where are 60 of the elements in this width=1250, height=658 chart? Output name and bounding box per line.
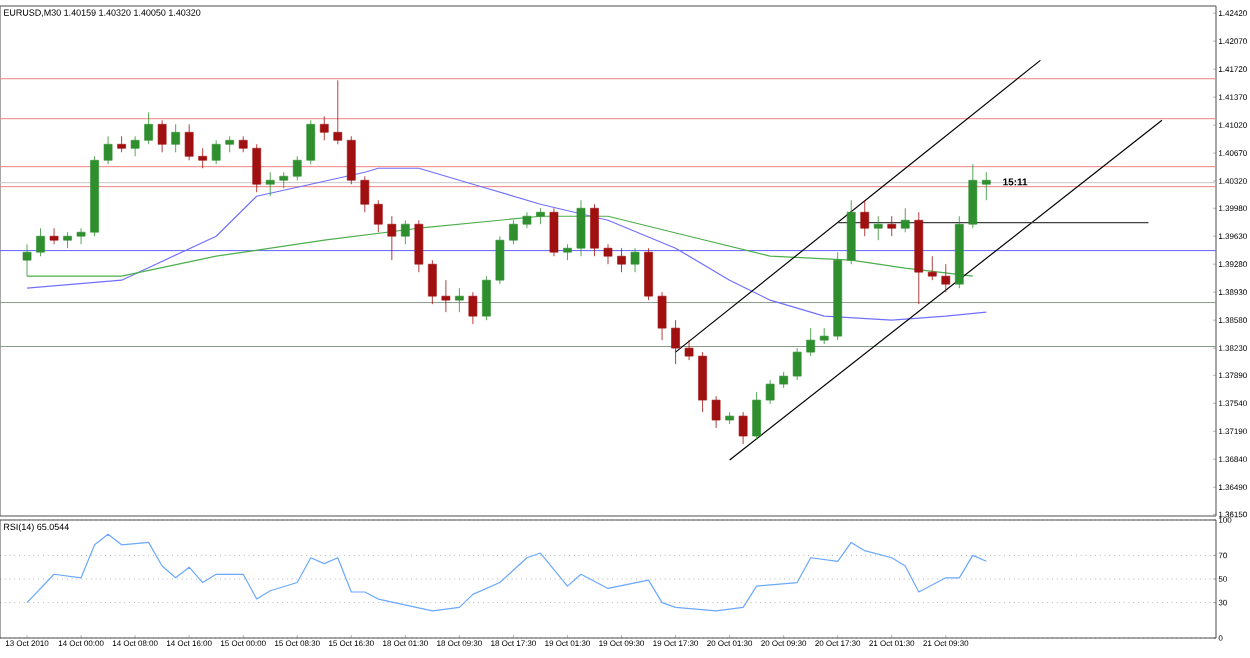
candlestick <box>887 215 897 237</box>
candlestick <box>198 147 208 169</box>
candlestick <box>252 143 262 193</box>
candlestick <box>549 207 559 257</box>
candlestick <box>792 347 802 381</box>
candlestick <box>184 123 194 161</box>
candlestick <box>657 291 667 341</box>
candlestick <box>630 247 640 273</box>
candlestick <box>617 247 626 273</box>
candlestick <box>265 171 275 197</box>
candlestick <box>400 219 410 245</box>
candlestick <box>49 227 59 245</box>
candlestick <box>171 123 180 153</box>
candlestick <box>900 207 910 233</box>
candlestick <box>860 199 870 237</box>
candlestick <box>603 243 613 265</box>
candlestick <box>684 339 694 361</box>
candlestick <box>36 227 45 257</box>
candlestick <box>76 227 86 245</box>
candlestick <box>373 199 383 233</box>
candlestick <box>509 219 518 245</box>
candlestick <box>806 327 816 357</box>
line-series <box>26 533 987 612</box>
candlestick <box>103 135 113 165</box>
candlestick <box>873 215 883 241</box>
candlestick <box>482 275 491 321</box>
line-series <box>26 167 987 321</box>
candlestick <box>22 243 32 277</box>
candlestick <box>590 203 599 257</box>
candlestick <box>387 215 397 261</box>
candlestick <box>941 263 951 293</box>
candlestick <box>495 235 505 285</box>
candlestick <box>211 139 221 165</box>
candlestick <box>968 163 978 229</box>
candlestick <box>346 135 356 185</box>
candlestick <box>738 411 748 445</box>
candlestick <box>441 279 451 313</box>
candlestick <box>698 351 707 413</box>
candlestick <box>360 175 370 213</box>
candlestick <box>522 211 532 229</box>
candlestick <box>927 255 937 281</box>
candlestick <box>846 199 856 265</box>
candlestick <box>765 379 775 405</box>
candlestick <box>468 291 478 325</box>
candlestick <box>319 115 329 141</box>
candlestick <box>644 247 653 301</box>
candlestick <box>414 219 424 273</box>
candlestick <box>333 79 343 145</box>
candlestick <box>576 199 586 257</box>
candlestick <box>711 395 721 429</box>
candlestick <box>157 119 167 153</box>
candlestick <box>455 287 464 313</box>
candlestick <box>130 135 140 157</box>
candlestick <box>671 319 680 365</box>
candlestick <box>981 171 991 201</box>
candlestick <box>428 259 437 305</box>
candlestick <box>292 155 302 181</box>
candlestick <box>306 119 316 165</box>
candlestick <box>144 111 153 145</box>
candlestick <box>752 391 761 441</box>
